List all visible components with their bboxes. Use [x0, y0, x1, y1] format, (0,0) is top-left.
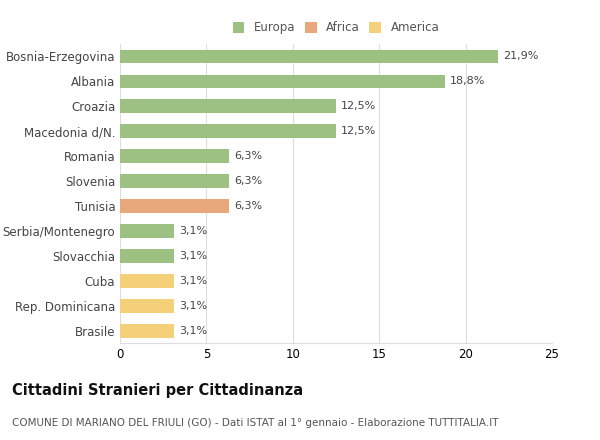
Bar — [120, 249, 173, 263]
Bar — [120, 74, 445, 88]
Text: 3,1%: 3,1% — [179, 226, 207, 236]
Text: 3,1%: 3,1% — [179, 251, 207, 261]
Bar — [120, 99, 336, 113]
Text: 18,8%: 18,8% — [450, 77, 485, 86]
Bar — [120, 274, 173, 288]
Bar — [120, 149, 229, 163]
Text: 21,9%: 21,9% — [503, 51, 539, 62]
Bar — [120, 174, 229, 188]
Text: 12,5%: 12,5% — [341, 101, 376, 111]
Text: COMUNE DI MARIANO DEL FRIULI (GO) - Dati ISTAT al 1° gennaio - Elaborazione TUTT: COMUNE DI MARIANO DEL FRIULI (GO) - Dati… — [12, 418, 499, 428]
Legend: Europa, Africa, America: Europa, Africa, America — [230, 19, 442, 37]
Text: 6,3%: 6,3% — [234, 176, 262, 186]
Text: 6,3%: 6,3% — [234, 151, 262, 161]
Bar — [120, 324, 173, 337]
Bar — [120, 50, 499, 63]
Text: 3,1%: 3,1% — [179, 326, 207, 336]
Text: 3,1%: 3,1% — [179, 276, 207, 286]
Bar — [120, 125, 336, 138]
Text: 12,5%: 12,5% — [341, 126, 376, 136]
Bar — [120, 224, 173, 238]
Bar — [120, 199, 229, 213]
Text: Cittadini Stranieri per Cittadinanza: Cittadini Stranieri per Cittadinanza — [12, 383, 303, 398]
Bar — [120, 299, 173, 313]
Text: 6,3%: 6,3% — [234, 201, 262, 211]
Text: 3,1%: 3,1% — [179, 301, 207, 311]
